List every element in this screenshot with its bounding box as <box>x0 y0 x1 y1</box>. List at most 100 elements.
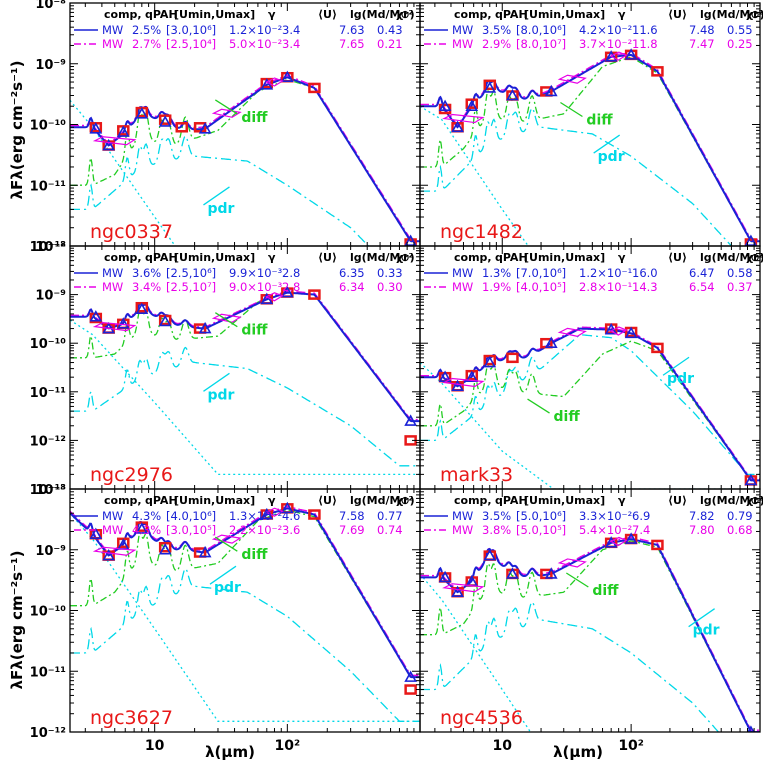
obs-point <box>651 66 664 77</box>
legend-header-1: qPAH <box>145 494 178 507</box>
legend-qpah: 2.9% <box>482 37 511 51</box>
legend-chi: 0.37 <box>727 280 753 294</box>
band-marker <box>92 546 137 556</box>
diff-curve <box>70 291 420 422</box>
obs-point <box>89 312 103 324</box>
legend-header-0: comp, <box>454 494 492 507</box>
diff-arrow <box>214 99 238 115</box>
legend-umean: 11.6 <box>632 23 658 37</box>
markers <box>89 501 417 695</box>
legend-comp: MW <box>452 523 473 537</box>
obs-point <box>175 122 189 133</box>
legend-header-4: ⟨U⟩ <box>668 8 687 21</box>
obs-point <box>404 684 417 695</box>
obs-point <box>404 238 417 246</box>
legend-umean: 3.6 <box>282 523 300 537</box>
model-point <box>744 234 758 246</box>
model-point <box>483 355 497 368</box>
y-tick-label: 10⁻¹² <box>30 434 66 449</box>
legend-header-3: γ <box>268 494 276 507</box>
diff-label: diff <box>241 323 268 339</box>
legend-gamma: 9.9×10⁻³ <box>229 266 283 280</box>
legend-u: [3.0,10⁵] <box>166 523 216 537</box>
legend-chi: 0.79 <box>727 509 753 523</box>
legend-header-1: qPAH <box>495 8 528 21</box>
pdr-arrow <box>688 608 715 628</box>
band-marker <box>92 136 137 146</box>
legend-md: 7.65 <box>339 37 365 51</box>
band-marker <box>557 74 587 84</box>
legend-header-6: χr² <box>396 494 414 507</box>
galaxy-name: mark33 <box>440 464 513 486</box>
pdr-curve <box>420 601 720 732</box>
pdr-curve <box>70 135 370 246</box>
model-point <box>624 532 638 544</box>
legend-comp: MW <box>102 37 123 51</box>
obs-point <box>651 539 664 551</box>
pdr-arrow <box>203 372 230 392</box>
pdr-arrow <box>209 565 237 585</box>
band-marker <box>442 113 485 124</box>
y-tick-label: 10⁻¹² <box>30 240 66 255</box>
y-tick-label: 10⁻⁸ <box>35 240 66 255</box>
legend-gamma: 9.0×10⁻³ <box>229 280 283 294</box>
model1-curve <box>70 291 420 423</box>
legend-header-5: lg(Md/M⊙) <box>350 8 415 21</box>
legend-umean: 2.8 <box>282 266 300 280</box>
panel-ngc2976: diff pdr 10⁻¹³ 10⁻¹² 10⁻¹¹ 10⁻¹⁰ 10⁻⁹ 10⁻⁸ comp,… <box>30 240 421 498</box>
y-tick-label: 10⁻¹⁰ <box>30 605 67 620</box>
legend-md: 7.69 <box>339 523 365 537</box>
pdr-label: pdr <box>667 371 694 387</box>
pdr-arrow <box>593 134 621 154</box>
x-axis-label-left: λ(μm) <box>205 743 255 761</box>
legend-header-4: ⟨U⟩ <box>668 251 687 264</box>
legend-header-2: [Umin,Umax] <box>524 251 605 264</box>
band-marker <box>211 534 242 544</box>
legend-header-0: comp, <box>454 8 492 21</box>
model-point <box>544 84 558 97</box>
band-marker <box>265 292 284 302</box>
model-point <box>135 522 149 534</box>
band-marker <box>557 327 587 338</box>
model-point <box>483 81 497 93</box>
obs-point <box>308 509 321 520</box>
x-tick-label: 10² <box>618 738 644 754</box>
legend-header-0: comp, <box>104 494 142 507</box>
legend-chi: 0.25 <box>727 37 753 51</box>
legend-comp: MW <box>102 523 123 537</box>
model-point <box>198 321 212 334</box>
legend-u: [2.5,10⁶] <box>166 266 216 280</box>
model-point <box>451 379 464 392</box>
legend-u: [4.0,10⁶] <box>166 509 216 523</box>
model-point <box>102 548 116 561</box>
y-tick-label: 10⁻⁸ <box>35 483 66 498</box>
markers <box>89 70 417 246</box>
legend-u: [8.0,10⁶] <box>516 23 566 37</box>
legend-chi: 0.55 <box>727 23 753 37</box>
obs-point <box>483 79 497 91</box>
y-tick-label: 10⁻¹² <box>30 726 66 741</box>
diff-label: diff <box>554 409 581 425</box>
x-tick-label: 10 <box>493 738 513 754</box>
legend-md: 6.35 <box>339 266 365 280</box>
legend-qpah: 3.4% <box>132 280 161 294</box>
legend-u: [2.5,10⁷] <box>166 280 216 294</box>
legend-comp: MW <box>102 280 123 294</box>
pdr-curve <box>420 334 760 476</box>
legend-chi: 0.68 <box>727 523 753 537</box>
legend-header-6: χr² <box>746 251 763 264</box>
model-point <box>483 548 497 561</box>
legend-u: [7.0,10⁶] <box>516 266 566 280</box>
legend-u: [4.0,10⁵] <box>516 280 566 294</box>
obs-point <box>506 352 519 364</box>
model-point <box>158 543 172 555</box>
band-marker <box>442 583 485 593</box>
band-marker <box>609 536 628 547</box>
obs-point <box>308 82 321 94</box>
legend-qpah: 2.5% <box>132 23 161 37</box>
legend-comp: MW <box>452 266 473 280</box>
y-tick-label: 10⁻⁸ <box>35 0 66 12</box>
y-tick-label: 10⁻¹³ <box>30 483 66 498</box>
legend-comp: MW <box>452 509 473 523</box>
